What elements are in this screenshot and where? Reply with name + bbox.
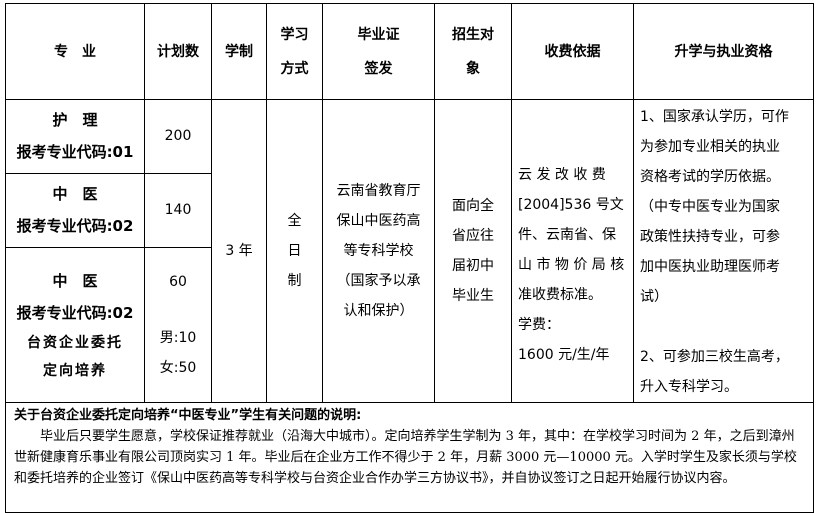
header-line: 学习 [280,26,309,43]
note-title: 关于台资企业委托定向培养“中医专业”学生有关问题的说明: [14,408,362,423]
note-body: 毕业后只要学生愿意，学校保证推荐就业（沿海大中城市）。定向培养学生学制为 3 年… [14,429,797,486]
major-name: 中 医 [52,271,98,290]
fee-line: 准收费标准。 [518,287,602,303]
duration-cell: 3 年 [211,99,267,403]
certificate-line: 保山中医药高 [336,213,421,229]
certificate-line: （国家予以承 [336,273,421,289]
plan-male: 男:10 [159,329,197,346]
mode-line: 全 [287,213,302,229]
target-cell: 面向全省应往届初中毕业生 [434,99,512,403]
enrollment-table: 专 业 计划数 学制 学习 方式 毕业证 签发 招生对象 收费依据 升学与执业资格 … [5,3,814,513]
major-name: 护 理 [52,111,98,130]
qualification-line: 升入专科学习。 [640,379,738,395]
special-label: 定向培养 [43,362,107,379]
target-line: 毕业生 [452,288,494,304]
major-code: 报考专业代码:02 [16,303,134,322]
special-label: 台资企业委托 [27,334,123,351]
major-cell: 中 医报考专业代码:02 [5,172,145,248]
plan-total: 60 [169,273,187,290]
qualification-line: 政策性扶持专业，可参 [640,229,780,245]
certificate-line: 认和保护） [343,303,414,319]
qualification-line: 加中医执业助理医师考 [640,259,780,275]
header-qualification: 升学与执业资格 [633,3,814,100]
header-major: 专 业 [5,3,145,100]
header-line: 签发 [364,60,393,77]
target-line: 面向全 [452,198,494,214]
plan-cell: 60 男:10 女:50 [144,246,212,404]
fee-line: 1600 元/生/年 [518,347,610,363]
major-code: 报考专业代码:02 [16,217,134,236]
qualification-line: 为参加专业相关的执业 [640,139,780,155]
fee-line: 件、云南省、保 [518,227,616,243]
qualification-line: 资格考试的学历依据。 [640,169,780,185]
fee-cell: 云 发 改 收 费 [2004]536 号文 件、云南省、保山 市 物 价 局 核准… [511,99,634,403]
header-plan: 计划数 [144,3,212,100]
plan-cell: 140 [144,172,212,248]
target-line: 届初中 [452,258,494,274]
qualification-line: 2、可参加三校生高考， [640,349,789,365]
major-name: 中 医 [52,185,98,204]
mode-cell: 全日制 [266,99,323,403]
fee-line: 山 市 物 价 局 核 [518,257,625,273]
qualification-line: 1、国家承认学历，可作 [640,109,789,125]
plan-female: 女:50 [159,359,197,376]
qualification-line: 试） [640,289,668,305]
certificate-cell: 云南省教育厅 保山中医药高 等专科学校 （国家予以承 认和保护） [322,99,435,403]
qualification-line: （中专中医专业为国家 [640,199,780,215]
fee-line: [2004]536 号文 [518,197,624,213]
qualification-cell: 1、国家承认学历，可作 为参加专业相关的执业 资格考试的学历依据。 （中专中医专业为国… [633,99,814,403]
mode-line: 日 [287,243,302,259]
header-fee: 收费依据 [511,3,634,100]
header-line: 招生对 [452,26,494,43]
certificate-line: 等专科学校 [343,243,414,259]
header-duration: 学制 [211,3,267,100]
certificate-line: 云南省教育厅 [336,183,421,199]
note-section: 关于台资企业委托定向培养“中医专业”学生有关问题的说明: 毕业后只要学生愿意，学… [5,402,814,513]
header-line: 象 [466,60,480,77]
fee-line: 学费： [518,317,560,333]
plan-cell: 200 [144,99,212,174]
qualification-line [640,312,807,342]
major-cell: 护 理报考专业代码:01 [5,99,145,174]
major-cell: 中 医报考专业代码:02 台资企业委托 定向培养 [5,246,145,404]
mode-line: 制 [287,273,302,289]
header-line: 毕业证 [357,26,400,43]
fee-line: 云 发 改 收 费 [518,167,606,183]
header-study-mode: 学习 方式 [266,3,323,100]
major-code: 报考专业代码:01 [16,143,134,162]
header-line: 方式 [280,60,309,77]
header-target: 招生对象 [434,3,512,100]
target-line: 省应往 [452,228,494,244]
header-certificate: 毕业证 签发 [322,3,435,100]
